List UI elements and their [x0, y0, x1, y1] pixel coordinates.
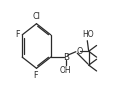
Text: B: B [63, 53, 69, 62]
Text: O: O [77, 47, 83, 56]
Text: OH: OH [60, 66, 72, 75]
Text: HO: HO [82, 30, 94, 39]
Text: Cl: Cl [33, 12, 40, 21]
Text: F: F [15, 30, 20, 39]
Text: F: F [33, 71, 38, 80]
